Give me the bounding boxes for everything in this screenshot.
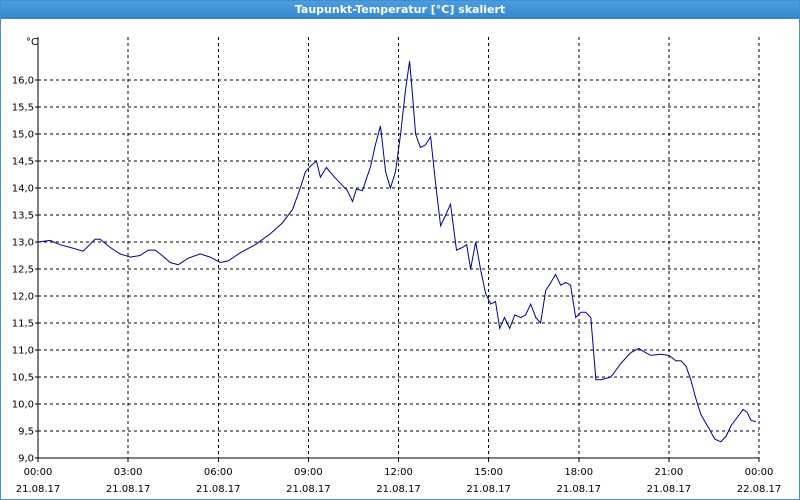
x-tick-date: 22.08.17: [737, 484, 782, 495]
y-unit: °C: [26, 37, 38, 48]
x-tick-date: 21.08.17: [106, 484, 151, 495]
line-series: [37, 61, 757, 443]
x-tick-date: 21.08.17: [376, 484, 421, 495]
chart: °C 9,0 9,5 10,0 10,5 11,0 11,5 12,0 12,5 13,0 13,…: [12, 36, 782, 495]
x-tick-label: 18:00: [564, 467, 593, 478]
x-tick-label: 21:00: [654, 467, 683, 478]
x-tick-date: 21.08.17: [466, 484, 511, 495]
y-tick-label: 13,5: [12, 211, 34, 222]
x-tick-label: 03:00: [114, 467, 143, 478]
y-tick-label: 11,0: [12, 346, 34, 357]
y-tick-label: 15,5: [12, 103, 34, 114]
x-tick-label: 00:00: [24, 467, 53, 478]
y-tick-label: 13,0: [12, 238, 34, 249]
x-tick-date: 21.08.17: [16, 484, 61, 495]
y-tick-label: 11,5: [12, 319, 34, 330]
x-tick-label: 09:00: [294, 467, 323, 478]
x-tick-date: 21.08.17: [286, 484, 331, 495]
x-tick-date: 21.08.17: [556, 484, 601, 495]
x-tick-label: 12:00: [384, 467, 413, 478]
x-tick-label: 00:00: [745, 467, 774, 478]
y-tick-label: 9,0: [18, 454, 34, 465]
y-tick-label: 12,5: [12, 265, 34, 276]
y-tick-label: 9,5: [18, 427, 34, 438]
x-tick-label: 06:00: [204, 467, 233, 478]
x-tick-date: 21.08.17: [196, 484, 241, 495]
y-tick-label: 16,0: [12, 76, 34, 87]
y-tick-label: 14,0: [12, 184, 34, 195]
window-title: Taupunkt-Temperatur [°C] skaliert: [1, 1, 799, 19]
y-tick-label: 10,5: [12, 373, 34, 384]
y-tick-label: 15,0: [12, 130, 34, 141]
x-tick-date: 21.08.17: [647, 484, 692, 495]
y-tick-label: 10,0: [12, 400, 34, 411]
y-tick-label: 12,0: [12, 292, 34, 303]
x-tick-label: 15:00: [474, 467, 503, 478]
y-tick-label: 14,5: [12, 157, 34, 168]
